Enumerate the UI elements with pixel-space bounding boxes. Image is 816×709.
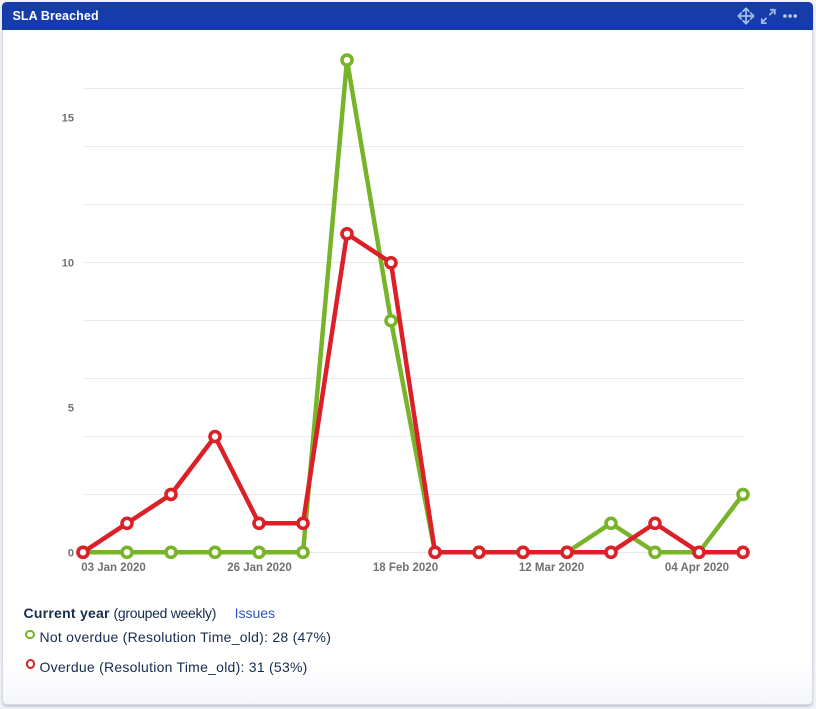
svg-text:18 Feb 2020: 18 Feb 2020 (373, 562, 438, 574)
svg-text:12 Mar 2020: 12 Mar 2020 (519, 562, 584, 574)
svg-text:5: 5 (68, 403, 74, 415)
svg-text:04 Apr 2020: 04 Apr 2020 (665, 562, 729, 574)
svg-text:15: 15 (62, 113, 74, 125)
svg-text:0: 0 (68, 548, 74, 560)
svg-text:03 Jan 2020: 03 Jan 2020 (81, 562, 146, 574)
svg-text:10: 10 (62, 258, 74, 270)
svg-text:26 Jan 2020: 26 Jan 2020 (227, 562, 292, 574)
